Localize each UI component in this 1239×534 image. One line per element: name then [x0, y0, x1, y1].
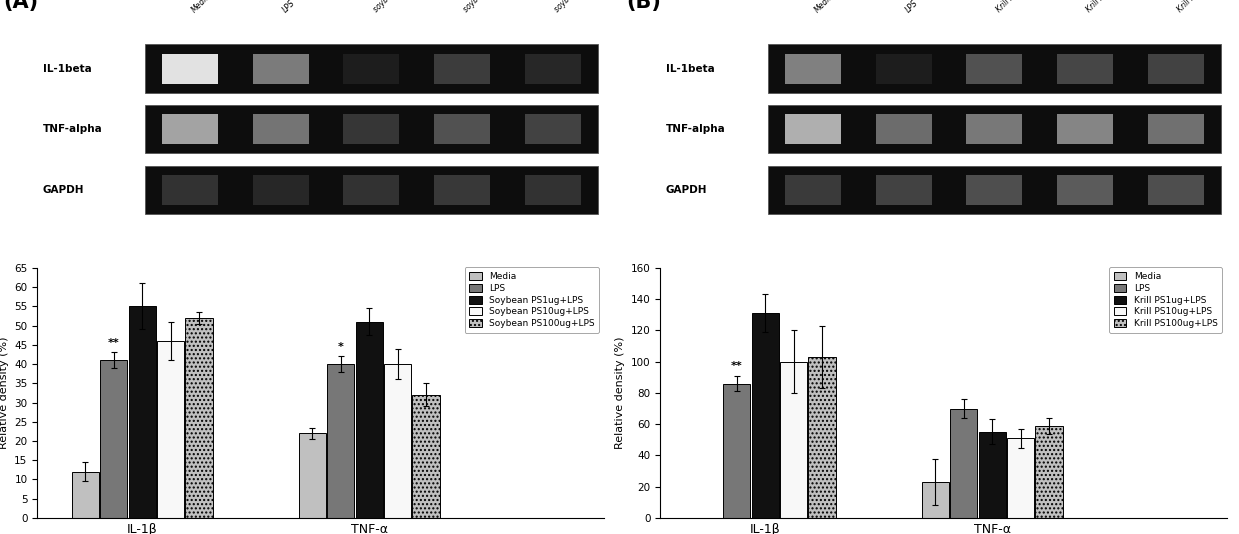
- Bar: [950, 409, 978, 518]
- Bar: [72, 472, 99, 518]
- Text: TNF-alpha: TNF-alpha: [43, 124, 103, 134]
- Text: GAPDH: GAPDH: [665, 185, 707, 195]
- Text: Krill PS 1ug+LPS: Krill PS 1ug+LPS: [995, 0, 1046, 14]
- Bar: [524, 175, 581, 205]
- Text: Media: Media: [813, 0, 836, 14]
- Bar: [413, 395, 440, 518]
- Bar: [253, 114, 309, 144]
- Bar: [768, 44, 1220, 93]
- Bar: [979, 432, 1006, 518]
- Bar: [768, 105, 1220, 153]
- Text: GAPDH: GAPDH: [43, 185, 84, 195]
- Bar: [966, 53, 1022, 84]
- Bar: [1057, 53, 1113, 84]
- Text: LPS: LPS: [903, 0, 919, 14]
- Bar: [1036, 426, 1063, 518]
- Bar: [876, 175, 932, 205]
- Bar: [145, 166, 598, 214]
- Text: Media: Media: [190, 0, 213, 14]
- Bar: [786, 53, 841, 84]
- Bar: [966, 114, 1022, 144]
- Text: Krill PS 100ug+LPS: Krill PS 100ug+LPS: [1176, 0, 1234, 14]
- Legend: Media, LPS, Soybean PS1ug+LPS, Soybean PS10ug+LPS, Soybean PS100ug+LPS: Media, LPS, Soybean PS1ug+LPS, Soybean P…: [465, 268, 598, 333]
- Text: **: **: [108, 338, 120, 348]
- Bar: [524, 114, 581, 144]
- Bar: [253, 175, 309, 205]
- Bar: [786, 175, 841, 205]
- Bar: [781, 362, 807, 518]
- Bar: [808, 357, 835, 518]
- Bar: [384, 364, 411, 518]
- Bar: [724, 383, 751, 518]
- Bar: [327, 364, 354, 518]
- Bar: [145, 44, 598, 93]
- Bar: [343, 175, 399, 205]
- Text: **: **: [731, 361, 742, 371]
- Bar: [876, 114, 932, 144]
- Bar: [343, 53, 399, 84]
- Text: (B): (B): [626, 0, 662, 12]
- Bar: [1057, 114, 1113, 144]
- Bar: [434, 175, 491, 205]
- Bar: [157, 341, 185, 518]
- Text: *: *: [338, 342, 343, 352]
- Text: LPS: LPS: [281, 0, 297, 14]
- Bar: [434, 114, 491, 144]
- Bar: [145, 105, 598, 153]
- Text: soybean PS 100ug+LPS: soybean PS 100ug+LPS: [553, 0, 623, 14]
- Bar: [1147, 114, 1204, 144]
- Bar: [356, 321, 383, 518]
- Y-axis label: Relative density (%): Relative density (%): [0, 336, 9, 449]
- Text: soybean PS 1ug+LPS: soybean PS 1ug+LPS: [372, 0, 435, 14]
- Bar: [343, 114, 399, 144]
- Text: TNF-alpha: TNF-alpha: [665, 124, 726, 134]
- Bar: [162, 114, 218, 144]
- Bar: [434, 53, 491, 84]
- Bar: [786, 114, 841, 144]
- Bar: [186, 318, 213, 518]
- Bar: [1147, 53, 1204, 84]
- Text: soybean PS 10ug+LPS: soybean PS 10ug+LPS: [462, 0, 529, 14]
- Text: (A): (A): [4, 0, 38, 12]
- Bar: [129, 307, 156, 518]
- Bar: [1057, 175, 1113, 205]
- Bar: [876, 53, 932, 84]
- Legend: Media, LPS, Krill PS1ug+LPS, Krill PS10ug+LPS, Krill PS100ug+LPS: Media, LPS, Krill PS1ug+LPS, Krill PS10u…: [1109, 268, 1222, 333]
- Bar: [752, 313, 779, 518]
- Bar: [162, 53, 218, 84]
- Bar: [100, 360, 128, 518]
- Bar: [524, 53, 581, 84]
- Bar: [1147, 175, 1204, 205]
- Bar: [922, 482, 949, 518]
- Y-axis label: Relative density (%): Relative density (%): [616, 336, 626, 449]
- Text: IL-1beta: IL-1beta: [665, 64, 715, 74]
- Bar: [299, 433, 326, 518]
- Text: Krill PS 10ug+LPS: Krill PS 10ug+LPS: [1085, 0, 1140, 14]
- Bar: [1007, 438, 1035, 518]
- Bar: [253, 53, 309, 84]
- Bar: [768, 166, 1220, 214]
- Bar: [162, 175, 218, 205]
- Text: IL-1beta: IL-1beta: [43, 64, 92, 74]
- Bar: [966, 175, 1022, 205]
